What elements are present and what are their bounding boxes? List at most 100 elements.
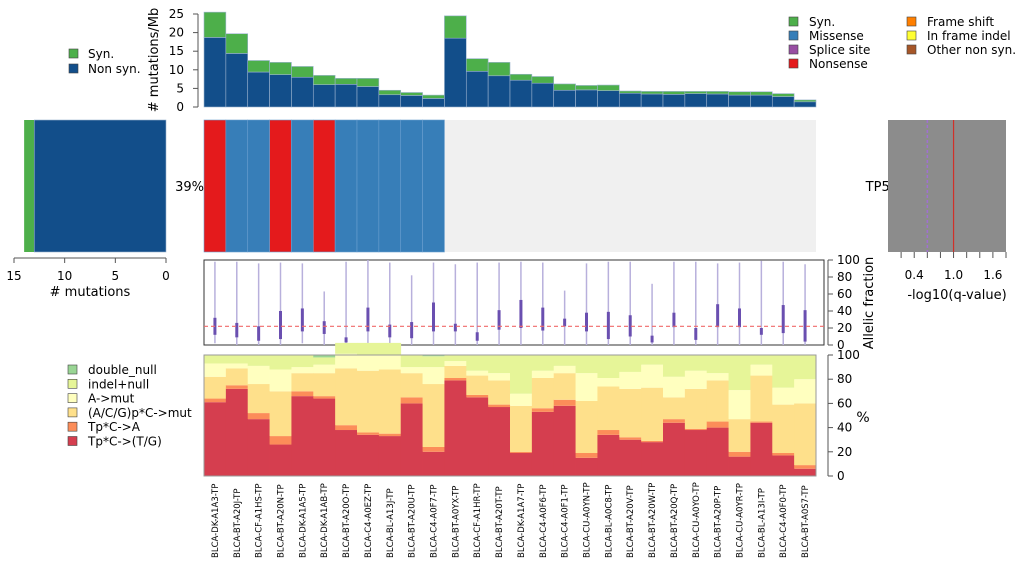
spectrum-segment-acgpcmut <box>772 404 795 454</box>
sample-label: BLCA-BT-A20J-TP <box>233 489 243 558</box>
spectrum-segment-tpca <box>706 421 729 428</box>
rate-bar-nonsyn <box>640 93 664 108</box>
spectrum-segment-tpca <box>750 421 773 423</box>
spectrum-segment-acgpcmut <box>357 370 380 433</box>
spectrum-segment-tpca <box>269 436 292 445</box>
rate-bar-syn <box>706 91 729 95</box>
gene-matrix-panel <box>203 119 816 253</box>
spectrum-frame <box>203 354 817 477</box>
legend-swatch <box>906 44 917 55</box>
matrix-cell-missense <box>378 119 402 253</box>
spectrum-segment-amut <box>378 355 402 370</box>
rate-bar-syn <box>203 11 227 38</box>
spectrum-segment-acgpcmut <box>269 391 292 437</box>
spectrum-segment-indelnull <box>204 355 227 364</box>
spectrum-segment-doublenull <box>313 355 336 358</box>
spectrum-segment-tpctg <box>269 444 292 476</box>
spectrum-segment-acgpcmut <box>422 384 445 447</box>
legend-label: Tp*C->(T/G) <box>87 435 162 449</box>
spectrum-segment-acgpcmut <box>597 386 620 431</box>
legend-swatch <box>67 436 78 446</box>
matrix-cell-missense <box>291 119 314 253</box>
spectrum-segment-tpca <box>510 451 533 454</box>
allelic-y-tick-label: 20 <box>837 321 852 335</box>
matrix-cell-nonsense <box>312 119 336 253</box>
legend-label: A->mut <box>88 392 135 406</box>
sample-label: BLCA-BT-A20V-TP <box>626 485 636 558</box>
spectrum-segment-amut <box>510 393 533 406</box>
spectrum-segment-tpca <box>378 433 402 437</box>
spectrum-segment-indelnull <box>378 342 402 355</box>
spectrum-segment-doublenull <box>422 355 445 357</box>
rate-bar-syn <box>247 60 270 73</box>
spectrum-segment-indelnull <box>772 355 795 388</box>
rate-bar-nonsyn <box>334 84 358 108</box>
rate-bar-nonsyn <box>771 96 795 108</box>
spectrum-segment-acgpcmut <box>728 419 751 452</box>
sample-label: BLCA-DK-A1A7-TP <box>517 484 527 558</box>
qvalue-panel: 0.4 1.0 1.6 <box>888 120 1007 282</box>
spectrum-segment-amut <box>706 373 729 381</box>
spectrum-segment-amut <box>466 370 489 376</box>
count-bar-syn <box>24 120 35 252</box>
legend-swatch <box>67 407 78 418</box>
rate-bar-syn <box>356 78 380 87</box>
spectrum-segment-tpca <box>575 453 598 458</box>
sample-label: BLCA-BT-A20O-TP <box>342 484 352 558</box>
legend-swatch <box>68 48 79 59</box>
rate-y-tick-label: 20 <box>169 26 184 40</box>
spectrum-segment-amut <box>553 365 576 374</box>
spectrum-segment-indelnull <box>335 342 358 354</box>
rate-bar-syn <box>640 91 664 95</box>
legend-label: Missense <box>809 29 864 43</box>
spectrum-segment-indelnull <box>684 355 708 371</box>
spectrum-segment-indelnull <box>575 355 598 374</box>
rate-bar-syn <box>291 66 314 78</box>
gene-counts-panel: 15 10 5 0 <box>6 119 170 283</box>
spectrum-segment-amut <box>663 376 686 398</box>
rate-bar-syn <box>487 62 511 77</box>
sample-label: BLCA-C4-A0F0-TP <box>779 484 789 558</box>
rate-bar-nonsyn <box>487 75 511 108</box>
rate-bar-nonsyn <box>269 74 292 108</box>
spectrum-segment-tpctg <box>466 397 489 476</box>
rate-bar-syn <box>662 91 686 95</box>
legend-swatch <box>788 58 799 69</box>
spectrum-segment-indelnull <box>313 357 336 365</box>
rate-bar-syn <box>575 85 598 91</box>
legend-swatch <box>67 378 78 389</box>
matrix-cell-nonsense <box>269 119 292 253</box>
rate-bar-nonsyn <box>662 94 686 108</box>
sample-label: BLCA-BT-A20W-TP <box>648 483 658 558</box>
spectrum-segment-indelnull <box>488 355 511 374</box>
spectrum-segment-tpca <box>357 432 380 435</box>
spectrum-segment-amut <box>400 367 423 374</box>
allelic-fraction-panel: 0 20 40 60 80 100 <box>203 253 860 352</box>
rate-bar-syn <box>618 90 642 94</box>
spectrum-segment-acgpcmut <box>510 405 533 452</box>
rate-bar-nonsyn <box>684 93 708 108</box>
rate-bar-nonsyn <box>400 95 423 108</box>
legend-swatch <box>67 364 78 375</box>
gene-percent-label: 39% <box>175 180 204 195</box>
spectrum-segment-acgpcmut <box>619 388 642 438</box>
count-bar-nonsyn <box>33 119 167 253</box>
spectrum-segment-tpctg <box>225 388 249 476</box>
spectrum-segment-tpca <box>663 419 686 423</box>
legend-swatch <box>788 30 799 41</box>
spectrum-segment-amut <box>641 364 664 388</box>
spectrum-y-tick-label: 80 <box>837 372 852 386</box>
rate-bar-nonsyn <box>247 71 270 108</box>
rate-y-tick-label: 15 <box>169 44 184 58</box>
spectrum-segment-amut <box>488 373 511 381</box>
spectrum-y-tick-label: 20 <box>837 445 852 459</box>
legend-label: Syn. <box>809 15 835 29</box>
legend-swatch <box>788 16 799 27</box>
spectrum-segment-acgpcmut <box>400 373 423 398</box>
rate-y-tick-label: 25 <box>169 7 184 21</box>
spectrum-segment-indelnull <box>794 355 817 380</box>
matrix-cell-missense <box>334 119 358 253</box>
spectrum-y-tick-label: 60 <box>837 396 852 410</box>
legend-label: Tp*C->A <box>87 420 141 434</box>
spectrum-segment-amut <box>291 367 314 374</box>
